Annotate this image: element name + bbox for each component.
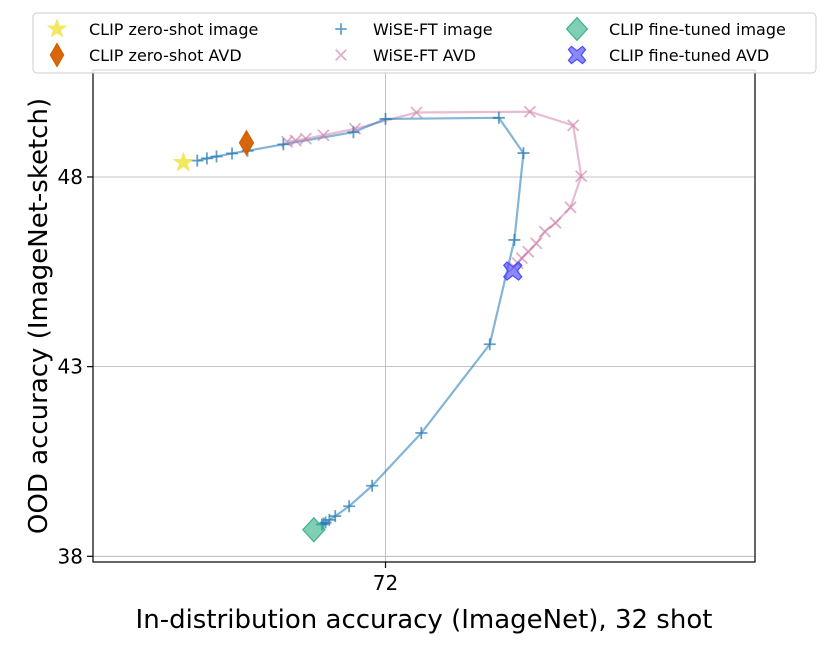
wise-ft-avd-point-7	[567, 119, 580, 132]
series-markers	[172, 105, 588, 543]
legend-marker-clip-zero-shot-image	[46, 18, 68, 38]
grid	[93, 70, 755, 562]
legend-label-clip-fine-tuned-avd: CLIP fine-tuned AVD	[609, 46, 769, 65]
clip-zero-shot-image-point-0	[172, 151, 195, 172]
y-tick-label-48: 48	[58, 165, 83, 189]
wise-ft-image-point-12	[415, 427, 428, 440]
clip-fine-tuned-image-point-0	[302, 516, 326, 543]
wise-ft-avd-point-6	[523, 105, 537, 118]
legend-label-clip-zero-shot-avd: CLIP zero-shot AVD	[89, 46, 242, 65]
wise-ft-image-point-14	[343, 500, 356, 513]
wise-ft-image-point-10	[508, 233, 521, 246]
y-tick-label-43: 43	[58, 355, 83, 379]
wise-ft-image-point-9	[517, 147, 530, 160]
wise-ft-avd-point-9	[564, 201, 577, 214]
wise-ft-image-line	[197, 116, 525, 526]
legend: CLIP zero-shot image CLIP zero-shot AVD Wi…	[32, 12, 817, 74]
y-tick-label-38: 38	[58, 544, 83, 568]
wise-ft-image-point-13	[366, 479, 379, 492]
wise-ft-avd-point-3	[317, 129, 330, 142]
wise-ft-image-point-11	[483, 338, 496, 351]
legend-label-wise-ft-avd: WiSE-FT AVD	[373, 46, 476, 65]
y-axis-label: OOD accuracy (ImageNet-sketch)	[24, 98, 54, 534]
wise-ft-image-point-5	[277, 138, 290, 151]
wise-ft-image-point-0	[191, 154, 204, 167]
legend-label-clip-fine-tuned-image: CLIP fine-tuned image	[609, 20, 786, 39]
wise-ft-image-point-3	[226, 147, 239, 160]
legend-marker-clip-fine-tuned-avd	[567, 45, 587, 65]
legend-label-clip-zero-shot-image: CLIP zero-shot image	[89, 20, 258, 39]
wise-ft-avd-point-10	[549, 216, 562, 230]
clip-fine-tuned-avd-point-0	[502, 261, 523, 281]
wise-ft-avd-point-5	[410, 106, 423, 119]
series-lines	[197, 110, 583, 526]
legend-label-wise-ft-image: WiSE-FT image	[373, 20, 493, 39]
wise-ft-avd-point-1	[289, 134, 302, 147]
wise-ft-image-point-7	[379, 112, 392, 125]
legend-box	[32, 12, 817, 74]
x-tick-label-72: 72	[373, 571, 398, 595]
wise-ft-image-point-2	[210, 150, 223, 163]
x-axis-label: In-distribution accuracy (ImageNet), 32 …	[136, 605, 713, 635]
legend-marker-wise-ft-avd	[335, 49, 347, 61]
wise-ft-avd-point-8	[575, 170, 588, 183]
clip-zero-shot-avd-point-0	[238, 129, 255, 157]
legend-marker-wise-ft-image	[335, 23, 347, 35]
wise-ft-image-point-8	[492, 111, 505, 124]
wise-ft-image-point-6	[347, 126, 360, 139]
plot-frame	[92, 69, 756, 563]
wise-ft-avd-point-2	[299, 132, 312, 145]
axis-ticks: 38 43 48 72	[58, 165, 399, 595]
wise-ft-image-point-1	[200, 152, 213, 165]
wise-ft-avd-point-11	[538, 225, 551, 238]
legend-marker-clip-zero-shot-avd	[49, 42, 65, 68]
legend-marker-clip-fine-tuned-image	[565, 16, 589, 42]
